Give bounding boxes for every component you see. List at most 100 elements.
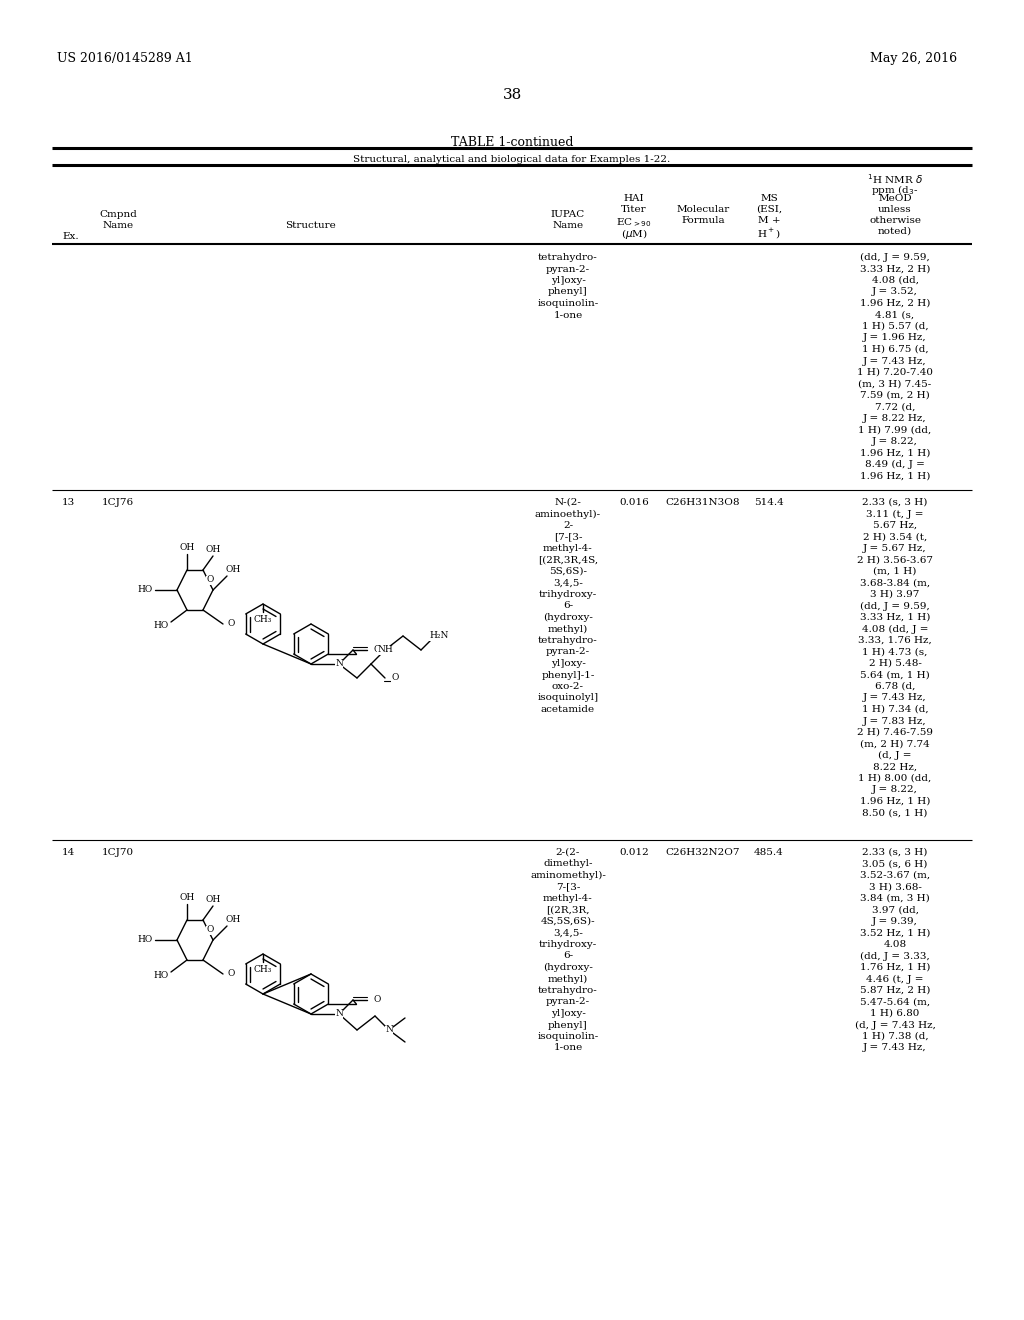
- Text: 1 H) 7.99 (dd,: 1 H) 7.99 (dd,: [858, 425, 932, 434]
- Text: OH: OH: [225, 565, 241, 574]
- Text: (dd, J = 9.59,: (dd, J = 9.59,: [860, 253, 930, 263]
- Text: noted): noted): [878, 227, 912, 236]
- Text: HO: HO: [137, 936, 153, 945]
- Text: 1 H) 6.80: 1 H) 6.80: [870, 1008, 920, 1018]
- Text: 5.64 (m, 1 H): 5.64 (m, 1 H): [860, 671, 930, 680]
- Text: yl]oxy-: yl]oxy-: [551, 276, 586, 285]
- Text: Name: Name: [552, 220, 584, 230]
- Text: phenyl]: phenyl]: [548, 288, 588, 297]
- Text: 8.50 (s, 1 H): 8.50 (s, 1 H): [862, 808, 928, 817]
- Text: 2-(2-: 2-(2-: [556, 847, 581, 857]
- Text: Molecular: Molecular: [677, 205, 730, 214]
- Text: OH: OH: [179, 894, 195, 903]
- Text: 1.96 Hz, 1 H): 1.96 Hz, 1 H): [860, 797, 930, 807]
- Text: Ex.: Ex.: [62, 232, 79, 242]
- Text: 13: 13: [62, 498, 75, 507]
- Text: J = 3.52,: J = 3.52,: [872, 288, 918, 297]
- Text: 5.47-5.64 (m,: 5.47-5.64 (m,: [860, 998, 930, 1006]
- Text: ppm (d$_3$-: ppm (d$_3$-: [871, 183, 919, 197]
- Text: [(2R,3R,: [(2R,3R,: [546, 906, 590, 915]
- Text: O: O: [206, 576, 214, 585]
- Text: May 26, 2016: May 26, 2016: [870, 51, 957, 65]
- Text: (d, J = 7.43 Hz,: (d, J = 7.43 Hz,: [855, 1020, 936, 1030]
- Text: 1.96 Hz, 1 H): 1.96 Hz, 1 H): [860, 471, 930, 480]
- Text: acetamide: acetamide: [541, 705, 595, 714]
- Text: C26H31N3O8: C26H31N3O8: [666, 498, 740, 507]
- Text: 2-: 2-: [563, 521, 573, 531]
- Text: 3 H) 3.97: 3 H) 3.97: [870, 590, 920, 599]
- Text: 3.84 (m, 3 H): 3.84 (m, 3 H): [860, 894, 930, 903]
- Text: 38: 38: [503, 88, 521, 102]
- Text: tetrahydro-: tetrahydro-: [539, 253, 598, 261]
- Text: [(2R,3R,4S,: [(2R,3R,4S,: [538, 556, 598, 565]
- Text: 3.68-3.84 (m,: 3.68-3.84 (m,: [860, 578, 930, 587]
- Text: 3,4,5-: 3,4,5-: [553, 928, 583, 937]
- Text: CH₃: CH₃: [254, 615, 272, 624]
- Text: methyl-4-: methyl-4-: [543, 544, 593, 553]
- Text: N-(2-: N-(2-: [555, 498, 582, 507]
- Text: 3.33 Hz, 2 H): 3.33 Hz, 2 H): [860, 264, 930, 273]
- Text: O: O: [206, 925, 214, 935]
- Text: yl]oxy-: yl]oxy-: [551, 1008, 586, 1018]
- Text: 2.33 (s, 3 H): 2.33 (s, 3 H): [862, 498, 928, 507]
- Text: 1 H) 6.75 (d,: 1 H) 6.75 (d,: [861, 345, 929, 354]
- Text: 2 H) 5.48-: 2 H) 5.48-: [868, 659, 922, 668]
- Text: J = 9.39,: J = 9.39,: [872, 917, 918, 927]
- Text: 1.96 Hz, 2 H): 1.96 Hz, 2 H): [860, 300, 930, 308]
- Text: 485.4: 485.4: [754, 847, 784, 857]
- Text: 6-: 6-: [563, 952, 573, 961]
- Text: ($\mu$M): ($\mu$M): [621, 227, 647, 242]
- Text: TABLE 1-continued: TABLE 1-continued: [451, 136, 573, 149]
- Text: J = 7.43 Hz,: J = 7.43 Hz,: [863, 356, 927, 366]
- Text: 6.78 (d,: 6.78 (d,: [874, 682, 915, 690]
- Text: N: N: [335, 1010, 343, 1019]
- Text: N: N: [335, 660, 343, 668]
- Text: J = 1.96 Hz,: J = 1.96 Hz,: [863, 334, 927, 342]
- Text: 0.016: 0.016: [620, 498, 649, 507]
- Text: 1-one: 1-one: [553, 1044, 583, 1052]
- Text: 0.012: 0.012: [620, 847, 649, 857]
- Text: trihydroxy-: trihydroxy-: [539, 940, 597, 949]
- Text: 3.05 (s, 6 H): 3.05 (s, 6 H): [862, 859, 928, 869]
- Text: OH: OH: [179, 544, 195, 553]
- Text: O: O: [373, 995, 380, 1005]
- Text: J = 7.43 Hz,: J = 7.43 Hz,: [863, 693, 927, 702]
- Text: 2 H) 7.46-7.59: 2 H) 7.46-7.59: [857, 729, 933, 737]
- Text: 3.97 (dd,: 3.97 (dd,: [871, 906, 919, 915]
- Text: Formula: Formula: [681, 216, 725, 224]
- Text: CH₃: CH₃: [254, 965, 272, 974]
- Text: OH: OH: [225, 916, 241, 924]
- Text: $^1$H NMR $\delta$: $^1$H NMR $\delta$: [867, 172, 923, 186]
- Text: 1CJ70: 1CJ70: [102, 847, 134, 857]
- Text: M +: M +: [758, 216, 780, 224]
- Text: 6-: 6-: [563, 602, 573, 610]
- Text: (ESI,: (ESI,: [756, 205, 782, 214]
- Text: (m, 2 H) 7.74: (m, 2 H) 7.74: [860, 739, 930, 748]
- Text: pyran-2-: pyran-2-: [546, 998, 590, 1006]
- Text: 5.87 Hz, 2 H): 5.87 Hz, 2 H): [860, 986, 930, 995]
- Text: 1 H) 7.38 (d,: 1 H) 7.38 (d,: [861, 1032, 929, 1041]
- Text: 1 H) 4.73 (s,: 1 H) 4.73 (s,: [862, 648, 928, 656]
- Text: J = 5.67 Hz,: J = 5.67 Hz,: [863, 544, 927, 553]
- Text: NH: NH: [377, 645, 393, 655]
- Text: Titer: Titer: [622, 205, 647, 214]
- Text: H₂N: H₂N: [429, 631, 449, 640]
- Text: tetrahydro-: tetrahydro-: [539, 636, 598, 645]
- Text: O: O: [391, 673, 398, 682]
- Text: Structural, analytical and biological data for Examples 1-22.: Structural, analytical and biological da…: [353, 154, 671, 164]
- Text: OH: OH: [206, 545, 220, 554]
- Text: 3,4,5-: 3,4,5-: [553, 578, 583, 587]
- Text: 5S,6S)-: 5S,6S)-: [549, 568, 587, 576]
- Text: (d, J =: (d, J =: [879, 751, 911, 760]
- Text: unless: unless: [879, 205, 911, 214]
- Text: OH: OH: [206, 895, 220, 904]
- Text: 3 H) 3.68-: 3 H) 3.68-: [868, 883, 922, 891]
- Text: (dd, J = 9.59,: (dd, J = 9.59,: [860, 602, 930, 611]
- Text: aminoethyl)-: aminoethyl)-: [535, 510, 601, 519]
- Text: methyl-4-: methyl-4-: [543, 894, 593, 903]
- Text: 4S,5S,6S)-: 4S,5S,6S)-: [541, 917, 595, 927]
- Text: 3.11 (t, J =: 3.11 (t, J =: [866, 510, 924, 519]
- Text: 1.76 Hz, 1 H): 1.76 Hz, 1 H): [860, 964, 930, 972]
- Text: pyran-2-: pyran-2-: [546, 264, 590, 273]
- Text: 2.33 (s, 3 H): 2.33 (s, 3 H): [862, 847, 928, 857]
